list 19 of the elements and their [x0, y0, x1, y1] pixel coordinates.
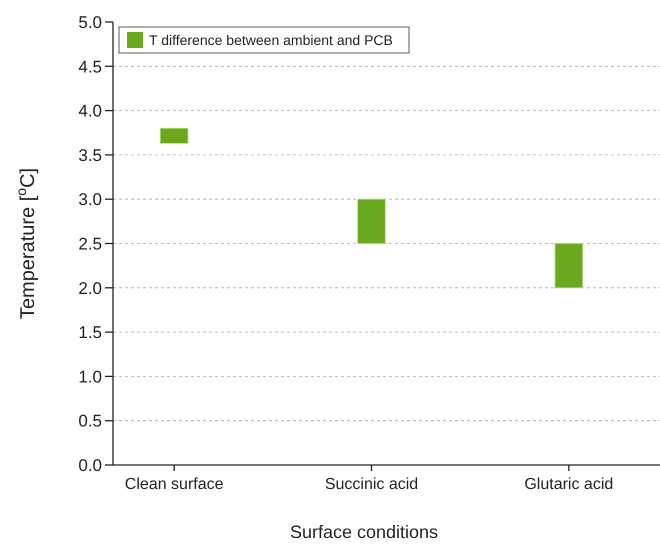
x-tick-label: Succinic acid [324, 476, 418, 493]
y-tick-label: 4.0 [78, 102, 102, 121]
x-axis-title: Surface conditions [290, 522, 438, 542]
y-tick-label: 4.5 [78, 57, 102, 76]
y-tick-label: 2.5 [78, 234, 102, 254]
x-tick-label: Clean surface [124, 476, 224, 493]
y-tick-label: 3.5 [78, 146, 102, 165]
y-tick-label: 3.0 [78, 190, 102, 210]
bar [357, 198, 386, 244]
y-tick-label: 0.5 [78, 412, 102, 431]
legend-label: T difference between ambient and PCB [149, 32, 393, 48]
bar [160, 128, 188, 144]
x-tick-label: Glutaric acid [524, 476, 614, 493]
y-tick-label: 5.0 [78, 12, 102, 32]
y-tick-label: 2.0 [78, 278, 102, 298]
y-tick-label: 1.5 [78, 323, 102, 342]
y-tick-label: 1.0 [78, 367, 102, 386]
y-tick-label: 0.0 [78, 456, 102, 475]
bar [554, 243, 584, 288]
